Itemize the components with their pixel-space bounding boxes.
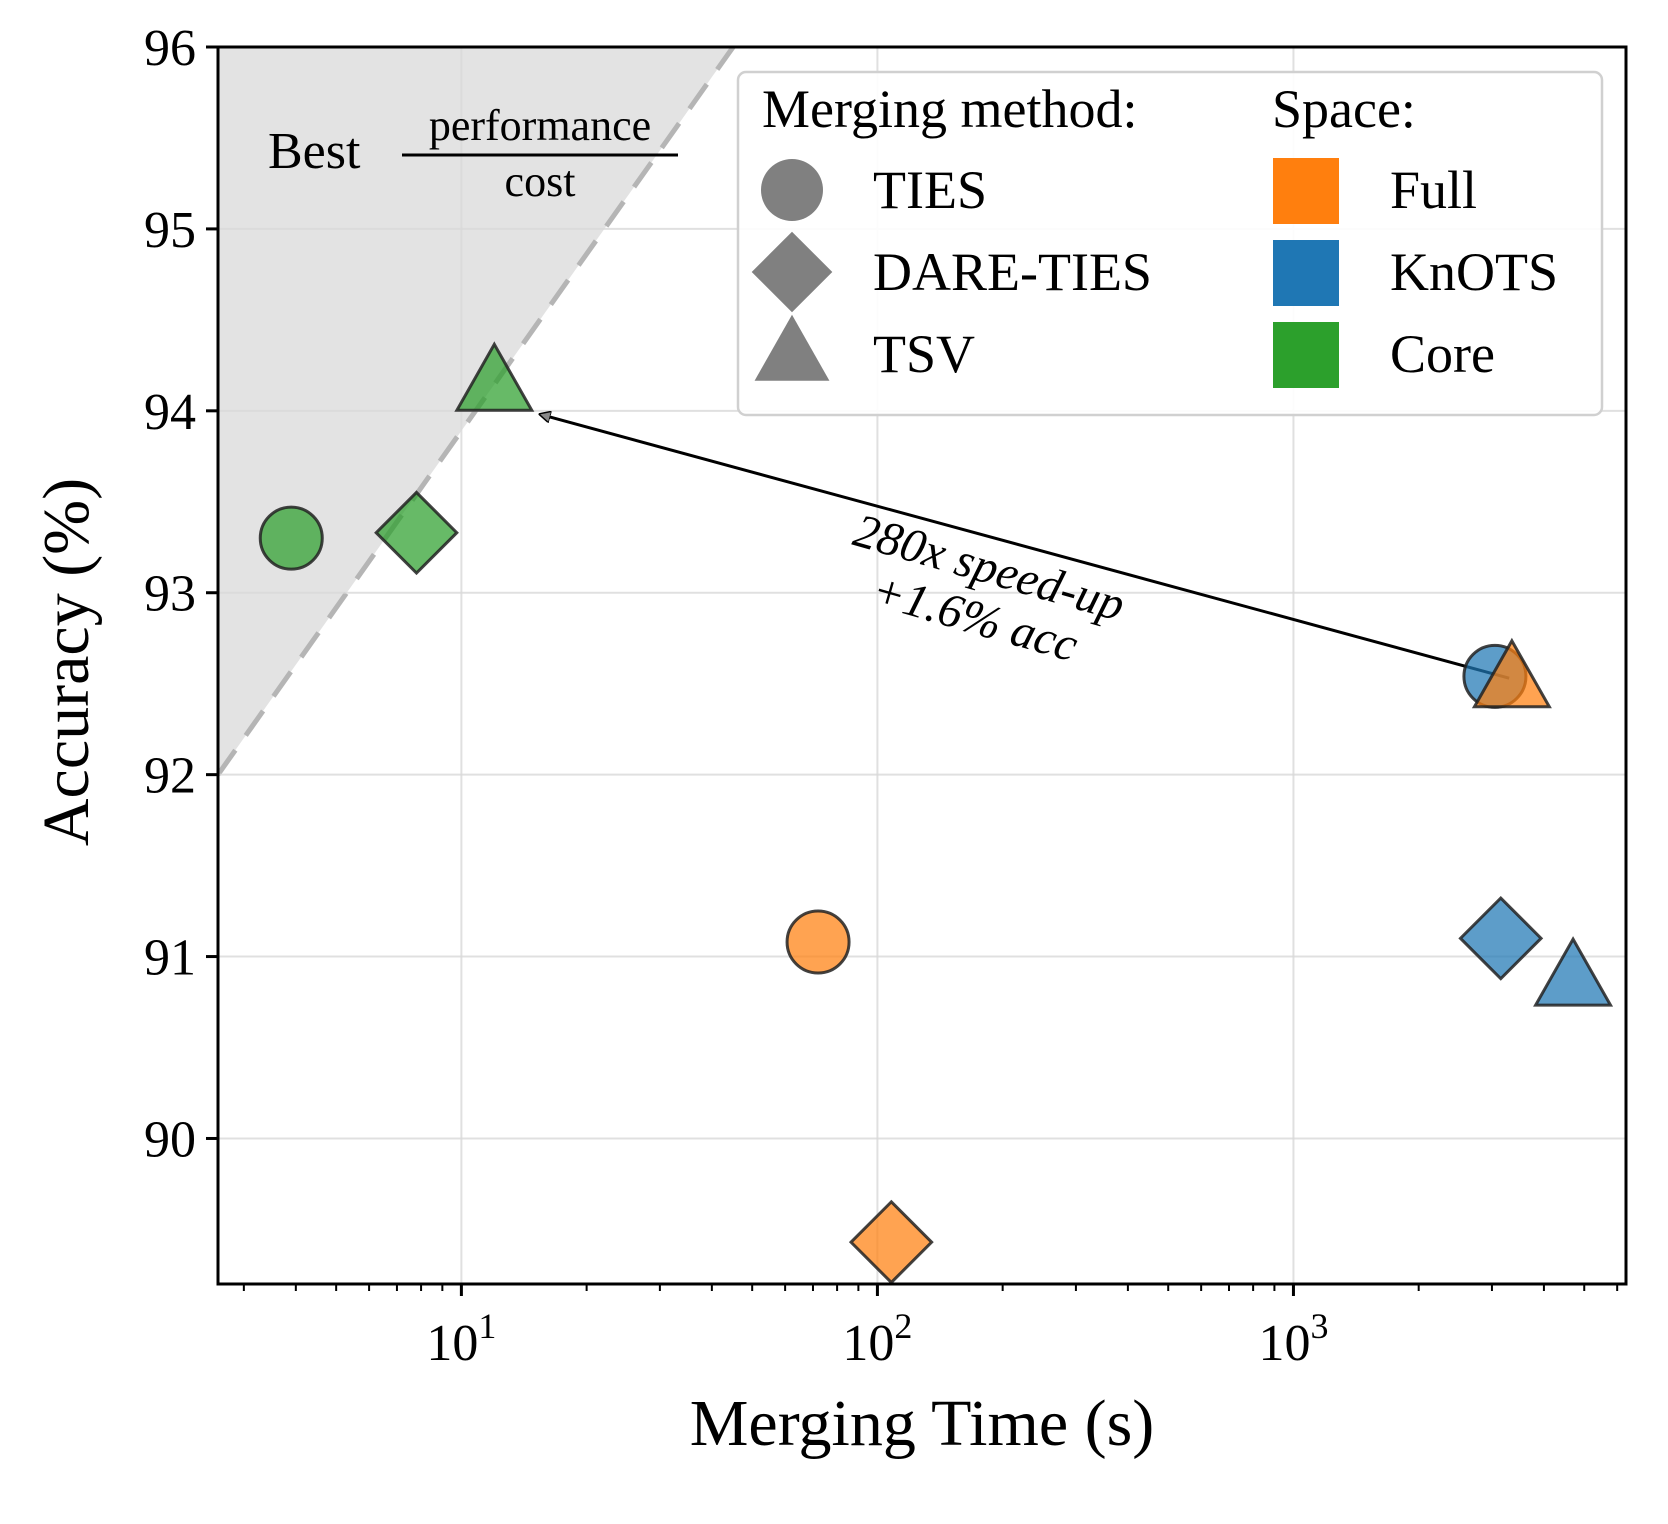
legend-method-label: DARE-TIES [873,242,1152,302]
legend: Merging method: Space: TIESDARE-TIESTSV … [736,70,1604,417]
legend-box [736,70,1604,417]
x-axis-ticks: 101 102 103 [242,1284,1619,1372]
y-tick-label: 96 [144,20,196,77]
legend-swatch-core [1273,322,1339,388]
legend-method-label: TIES [873,160,987,220]
region-label-prefix: Best [268,123,361,180]
best-region-label: Best performance cost [268,101,678,206]
plot-frame [216,45,1628,1286]
legend-marker-dare-ties [751,231,833,313]
legend-space-label: Full [1390,160,1477,220]
legend-space-label: Core [1390,324,1495,384]
legend-method-entries: TIES DARE-TIES TSV [751,159,1152,384]
x-tick-exponent: 1 [478,1306,496,1346]
y-tick-label: 93 [144,566,196,623]
legend-method-title: Merging method: [762,79,1137,139]
point-core-tsv [454,341,535,412]
point-full-dare-ties [848,1199,934,1285]
y-tick-label: 91 [144,930,196,987]
x-tick-label: 102 [842,1306,912,1372]
legend-swatch-knots [1273,240,1339,306]
legend-space-title: Space: [1272,79,1416,139]
x-tick-label: 101 [426,1306,496,1372]
y-axis-ticks: 90 91 92 93 94 95 96 [144,20,218,1168]
legend-space-label: KnOTS [1390,242,1558,302]
x-tick-exponent: 2 [894,1306,912,1346]
x-axis-label: Merging Time (s) [690,1387,1155,1460]
legend-marker-tsv [754,314,830,381]
y-tick-label: 92 [144,748,196,805]
legend-method-label: TSV [873,324,975,384]
legend-space-entries: Full KnOTS Core [1273,158,1558,388]
y-tick-label: 95 [144,202,196,259]
legend-marker-ties [761,159,823,221]
point-knots-dare-ties [1458,895,1544,981]
point-core-dare-ties [374,490,459,576]
region-label-numerator: performance [429,101,651,150]
point-core-ties [258,505,324,571]
x-tick-label: 103 [1258,1306,1328,1372]
point-knots-tsv [1533,936,1614,1007]
y-tick-label: 90 [144,1111,196,1168]
region-label-denominator: cost [505,157,576,206]
y-tick-label: 94 [144,384,196,441]
y-axis-label: Accuracy (%) [30,478,103,846]
legend-swatch-full [1273,158,1339,224]
point-full-tsv [1471,637,1552,709]
speedup-arrow [541,414,1510,680]
point-full-ties [785,909,851,975]
data-points [258,341,1614,1285]
x-tick-exponent: 3 [1310,1306,1328,1346]
